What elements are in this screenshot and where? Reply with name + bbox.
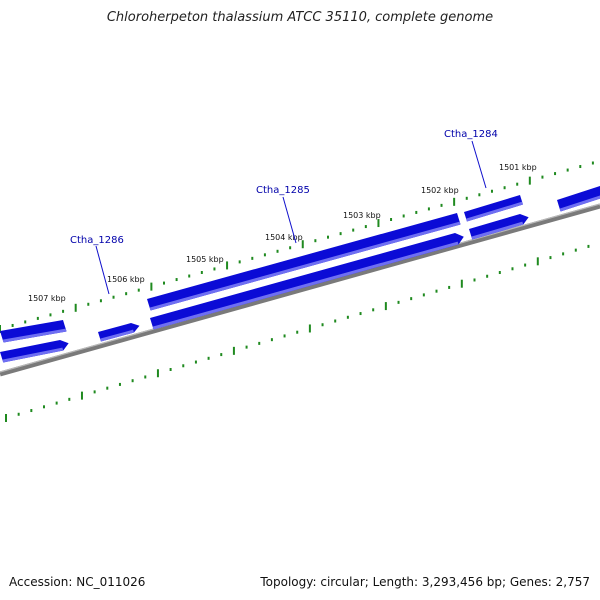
gene-block [147,213,461,311]
backbone-line [0,203,600,377]
gene-labels: Ctha_1286 Ctha_1285 Ctha_1284 [70,129,498,295]
gene-block [469,214,529,240]
map-title: Chloroherpeton thalassium ATCC 35110, co… [106,10,494,25]
gene-block [98,323,140,342]
scale-label: 1501 kbp [499,163,537,172]
gene-label-leader [282,196,297,244]
gene-label-leader [471,140,487,189]
scale-labels: 1507 kbp 1506 kbp 1505 kbp 1504 kbp 1503 kbp… [28,163,537,303]
scale-label: 1504 kbp [265,233,303,242]
scale-label: 1507 kbp [28,294,66,303]
gene-block [464,195,523,222]
genome-backbone [0,203,600,377]
accession-text: Accession: NC_011026 [9,575,146,589]
gene-block [0,320,67,343]
outer-tick-track [0,161,594,333]
gene-label-leader [95,245,110,295]
scale-label: 1502 kbp [421,186,459,195]
topology-summary: Topology: circular; Length: 3,293,456 bp… [260,575,590,589]
scale-label: 1506 kbp [107,275,145,284]
scale-label: 1505 kbp [186,255,224,264]
scale-label: 1503 kbp [343,211,381,220]
inner-tick-track [5,244,590,422]
gene-label: Ctha_1286 [70,235,124,246]
gene-block [150,233,464,330]
gene-label: Ctha_1285 [256,185,310,196]
gene-block [0,340,69,363]
gene-track [0,186,600,363]
gene-block [557,186,600,212]
gene-label: Ctha_1284 [444,129,498,140]
